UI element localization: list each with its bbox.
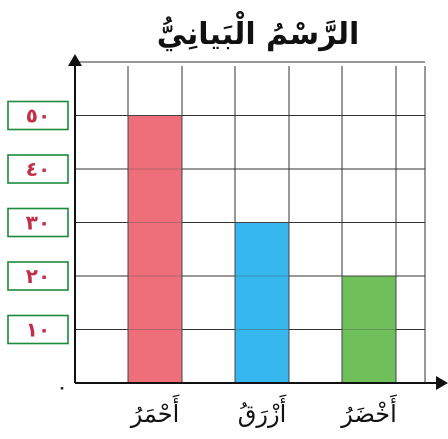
y-axis-arrow bbox=[68, 54, 82, 66]
bar bbox=[234, 222, 290, 384]
y-tick-box bbox=[7, 261, 69, 291]
x-tick-label: أَخْضَرُ bbox=[340, 394, 397, 428]
y-tick-label: ١٠ bbox=[26, 318, 50, 342]
bars bbox=[127, 115, 397, 384]
axes bbox=[68, 54, 448, 390]
x-axis-arrow bbox=[436, 376, 448, 390]
x-tick-labels: أَحْمَرُ أَزْرَقُ أَخْضَرُ bbox=[130, 394, 398, 428]
y-origin-label: ٠ bbox=[58, 380, 67, 396]
x-tick-label: أَزْرَقُ bbox=[238, 394, 287, 428]
y-tick-box bbox=[7, 154, 69, 184]
y-tick-box bbox=[7, 207, 69, 238]
y-tick-label: ٤٠ bbox=[26, 157, 50, 181]
y-tick-label: ٣٠ bbox=[26, 211, 50, 235]
bar bbox=[127, 115, 183, 384]
y-tick-box bbox=[7, 314, 69, 345]
y-tick-label: ٢٠ bbox=[26, 264, 50, 288]
x-tick-label: أَحْمَرُ bbox=[130, 394, 180, 428]
y-tick-labels: ١٠ ٢٠ ٣٠ ٤٠ ٥٠ ٠ bbox=[7, 100, 69, 396]
chart-title: الرَّسْمُ الْبَيانِيُّ bbox=[157, 11, 360, 52]
y-tick-label: ٥٠ bbox=[26, 104, 50, 128]
y-tick-box bbox=[7, 100, 69, 131]
